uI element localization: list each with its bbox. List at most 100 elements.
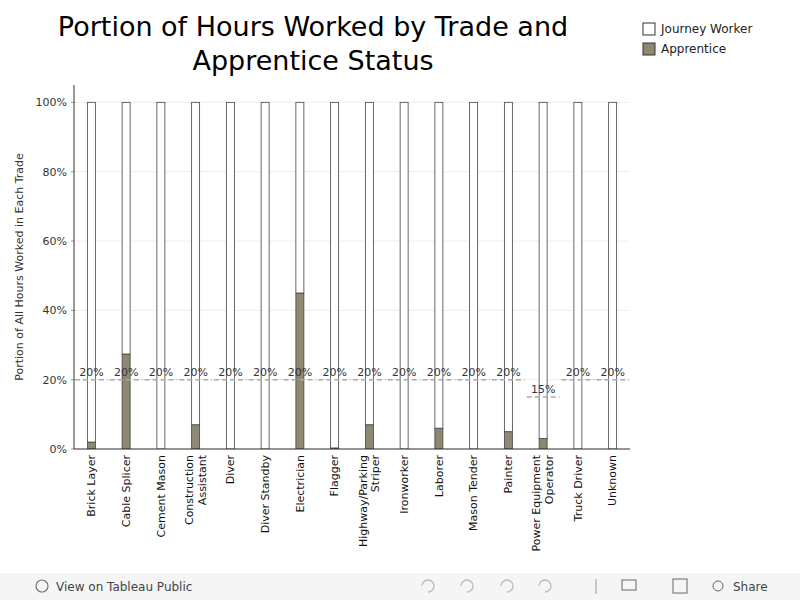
x-tick-label: Laborer — [433, 455, 446, 498]
reference-line — [353, 379, 386, 381]
title-line: Apprentice Status — [192, 45, 433, 76]
x-tick-label-line: Power Equipment — [530, 454, 543, 551]
legend-swatch — [643, 23, 655, 35]
reference-label: 20% — [427, 366, 451, 379]
reference-line — [562, 379, 595, 381]
bar-segment — [87, 442, 95, 449]
x-tick-label-line: Highway/Parking — [357, 455, 370, 547]
y-axis-label: Portion of All Hours Worked in Each Trad… — [13, 153, 26, 381]
x-tick-label: Truck Driver — [572, 455, 585, 523]
reference-line — [145, 379, 178, 381]
reference-line — [284, 379, 317, 381]
reference-label: 15% — [531, 383, 555, 396]
reference-label: 20% — [79, 366, 103, 379]
bar-segment — [331, 102, 339, 448]
y-tick-label: 100% — [36, 96, 67, 109]
reference-label: 20% — [322, 366, 346, 379]
x-tick-label-line: Flagger — [328, 455, 341, 497]
footer-bar — [0, 573, 800, 600]
reference-line — [249, 379, 282, 381]
x-tick-label: Unknown — [606, 455, 619, 506]
footer-link[interactable]: View on Tableau Public — [56, 580, 192, 594]
toolbar-icon — [501, 580, 513, 592]
x-tick-label: Painter — [502, 455, 515, 494]
reference-label: 20% — [183, 366, 207, 379]
bar-segment — [504, 432, 512, 449]
reference-line — [457, 379, 490, 381]
x-tick-label-line: Diver — [224, 455, 237, 485]
legend-swatch — [643, 43, 655, 55]
x-tick-label: ConstructionAssistant — [183, 454, 209, 525]
download-icon[interactable] — [622, 580, 636, 590]
reference-label: 20% — [114, 366, 138, 379]
bar-segment — [435, 428, 443, 449]
toolbar-icon — [539, 580, 551, 592]
tableau-icon — [36, 580, 48, 592]
toolbar-icon — [422, 580, 434, 592]
bar-segment — [365, 425, 373, 449]
bar-segment — [296, 102, 304, 293]
x-tick-label-line: Construction — [183, 455, 196, 525]
title: Portion of Hours Worked by Trade andAppr… — [58, 11, 568, 76]
reference-line — [423, 379, 456, 381]
bar-segment — [400, 102, 408, 449]
x-tick-label: Ironworker — [398, 455, 411, 514]
bar-segment — [539, 439, 547, 449]
x-tick-label-line: Diver Standby — [259, 455, 272, 534]
x-tick-label-line: Truck Driver — [572, 455, 585, 523]
share-button[interactable]: Share — [733, 580, 768, 594]
reference-label: 20% — [392, 366, 416, 379]
x-axis — [74, 449, 630, 450]
x-tick-label: Flagger — [328, 455, 341, 497]
reference-line — [214, 379, 247, 381]
bar-segment — [261, 102, 269, 449]
x-tick-label: Brick Layer — [85, 455, 98, 517]
x-tick-label-line: Cable Splicer — [120, 455, 133, 528]
y-tick-label: 40% — [43, 304, 67, 317]
x-tick-label: Highway/ParkingStriper — [357, 455, 383, 547]
bar-segment — [226, 102, 234, 449]
x-tick-label-line: Striper — [369, 455, 382, 493]
y-tick-label: 60% — [43, 235, 67, 248]
y-axis — [74, 85, 75, 449]
bar-segment — [470, 102, 478, 449]
legend-label: Journey Worker — [660, 22, 752, 36]
x-tick-label: Diver Standby — [259, 455, 272, 534]
bar-segment — [192, 425, 200, 449]
x-tick-label: Diver — [224, 455, 237, 485]
x-tick-label-line: Operator — [543, 455, 556, 505]
fullscreen-icon[interactable] — [673, 579, 687, 593]
reference-label: 20% — [149, 366, 173, 379]
y-tick-label: 80% — [43, 166, 67, 179]
reference-line — [179, 379, 212, 381]
reference-label: 20% — [218, 366, 242, 379]
x-tick-label-line: Brick Layer — [85, 455, 98, 517]
reference-label: 20% — [357, 366, 381, 379]
reference-label: 20% — [496, 366, 520, 379]
toolbar-icon — [461, 580, 473, 592]
share-icon — [713, 581, 723, 591]
x-tick-label-line: Laborer — [433, 455, 446, 498]
bar-segment — [504, 102, 512, 431]
reference-label: 20% — [253, 366, 277, 379]
x-tick-label-line: Assistant — [196, 454, 209, 505]
grid-line — [74, 449, 630, 450]
reference-line — [527, 396, 560, 398]
x-tick-label: Electrician — [294, 455, 307, 513]
reference-line — [110, 379, 143, 381]
x-tick-label-line: Mason Tender — [467, 455, 480, 532]
title-line: Portion of Hours Worked by Trade and — [58, 11, 568, 42]
bar-segment — [609, 102, 617, 449]
x-tick-label: Mason Tender — [467, 455, 480, 532]
x-tick-label: Cable Splicer — [120, 455, 133, 528]
reference-label: 20% — [600, 366, 624, 379]
x-tick-label-line: Painter — [502, 455, 515, 494]
x-tick-label-line: Cement Mason — [155, 455, 168, 537]
reference-line — [318, 379, 351, 381]
reference-line — [492, 379, 525, 381]
reference-label: 20% — [288, 366, 312, 379]
bar-segment — [574, 102, 582, 449]
reference-label: 20% — [566, 366, 590, 379]
marks — [75, 102, 629, 449]
reference-label: 20% — [461, 366, 485, 379]
